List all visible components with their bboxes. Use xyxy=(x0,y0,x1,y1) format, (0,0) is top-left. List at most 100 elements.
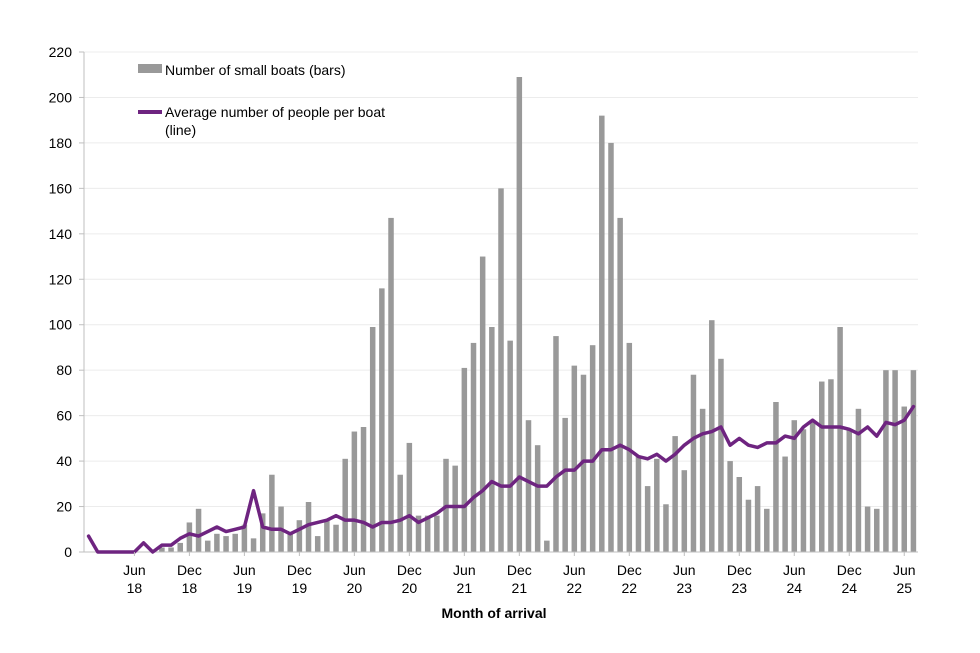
y-tick-label: 220 xyxy=(49,44,73,60)
bar-small-boats xyxy=(516,77,523,552)
bar-small-boats xyxy=(809,420,816,552)
x-tick-label-month: Jun xyxy=(893,562,916,578)
bar-small-boats xyxy=(305,502,312,552)
x-tick-label-month: Jun xyxy=(673,562,696,578)
bar-small-boats xyxy=(791,420,798,552)
x-tick-label-month: Dec xyxy=(397,562,422,578)
x-tick-label-month: Dec xyxy=(617,562,642,578)
bar-small-boats xyxy=(406,442,413,552)
x-tick-label-year: 24 xyxy=(841,580,857,596)
bar-small-boats xyxy=(644,486,651,552)
x-tick-label-year: 22 xyxy=(567,580,583,596)
bar-small-boats xyxy=(333,524,339,552)
bar-small-boats xyxy=(773,402,779,552)
x-tick-label-month: Dec xyxy=(837,562,862,578)
bar-small-boats xyxy=(681,470,688,552)
bar-small-boats xyxy=(654,458,660,552)
bar-small-boats xyxy=(360,427,367,552)
legend: Number of small boats (bars) Average num… xyxy=(138,62,385,138)
y-tick-label: 0 xyxy=(64,544,72,560)
bar-small-boats xyxy=(269,474,275,552)
bar-small-boats xyxy=(571,365,578,552)
bar-small-boats xyxy=(800,429,807,552)
x-tick-label-month: Jun xyxy=(233,562,256,578)
bar-small-boats xyxy=(901,406,908,552)
bar-small-boats xyxy=(241,524,248,552)
bar-small-boats xyxy=(424,515,431,552)
bar-small-boats xyxy=(864,506,871,552)
x-tick-labels: Jun 18 Dec 18 Jun 19 Dec 19 Jun 20 Dec 20 Jun 21 Dec 21… xyxy=(123,552,916,596)
x-tick-label-year: 18 xyxy=(182,580,198,596)
bar-small-boats xyxy=(452,465,458,552)
y-tick-label: 200 xyxy=(49,89,73,105)
bar-small-boats xyxy=(434,515,440,552)
bar-small-boats xyxy=(324,520,330,552)
y-tick-labels: 0 20 40 60 80 100 120 140 160 180 200 220 xyxy=(49,44,73,560)
x-tick-label-year: 20 xyxy=(402,580,418,596)
line-people-per-boat xyxy=(86,404,916,554)
bar-small-boats xyxy=(351,431,358,552)
bar-small-boats xyxy=(479,256,486,552)
bar-small-boats xyxy=(589,345,596,552)
bar-small-boats xyxy=(709,320,715,552)
bar-small-boats xyxy=(314,536,321,552)
bar-small-boats xyxy=(388,217,394,552)
bar-small-boats xyxy=(415,515,422,552)
bar-small-boats xyxy=(250,538,257,552)
bar-small-boats xyxy=(186,522,193,552)
bar-small-boats xyxy=(397,474,403,552)
bar-small-boats xyxy=(498,188,504,552)
bar-small-boats xyxy=(764,508,770,552)
bar-small-boats xyxy=(727,461,733,552)
bar-small-boats xyxy=(177,542,183,552)
y-tick-label: 40 xyxy=(56,453,72,469)
y-tick-label: 120 xyxy=(49,271,73,287)
y-tick-label: 60 xyxy=(56,408,72,424)
bar-small-boats xyxy=(690,374,697,552)
x-tick-label-year: 19 xyxy=(237,580,253,596)
legend-bars-label: Number of small boats (bars) xyxy=(165,62,346,78)
bar-small-boats xyxy=(599,115,605,553)
bar-small-boats xyxy=(718,358,724,552)
axes xyxy=(83,52,918,553)
x-tick-label-month: Dec xyxy=(287,562,312,578)
x-axis-title: Month of arrival xyxy=(441,605,546,621)
bar-small-boats xyxy=(883,370,889,552)
x-tick-label-year: 24 xyxy=(786,580,802,596)
y-tick-label: 180 xyxy=(49,135,73,151)
bar-small-boats xyxy=(544,540,550,552)
bar-small-boats xyxy=(296,520,303,552)
y-tick-label: 160 xyxy=(49,180,73,196)
y-tick-label: 140 xyxy=(49,226,73,242)
bar-small-boats xyxy=(553,336,559,552)
bar-small-boats xyxy=(819,381,825,552)
y-tick-label: 20 xyxy=(56,499,72,515)
bar-series-small-boats xyxy=(149,77,917,553)
x-tick-label-month: Jun xyxy=(343,562,366,578)
x-tick-label-year: 21 xyxy=(512,580,528,596)
bar-small-boats xyxy=(534,445,541,552)
bar-small-boats xyxy=(837,327,843,552)
bar-small-boats xyxy=(259,513,266,552)
x-tick-label-month: Jun xyxy=(123,562,146,578)
bar-small-boats xyxy=(369,327,376,552)
y-tick-label: 80 xyxy=(56,362,72,378)
bar-small-boats xyxy=(617,217,623,552)
bar-small-boats xyxy=(846,429,853,552)
bar-small-boats xyxy=(892,370,898,552)
bar-small-boats xyxy=(663,504,669,552)
y-tick-label: 100 xyxy=(49,317,73,333)
bar-small-boats xyxy=(672,436,678,552)
bar-small-boats xyxy=(855,408,862,552)
bar-small-boats xyxy=(168,547,174,552)
bar-small-boats xyxy=(223,536,229,552)
bar-small-boats xyxy=(828,379,834,552)
x-tick-label-year: 19 xyxy=(292,580,308,596)
x-tick-label-month: Dec xyxy=(177,562,202,578)
x-tick-label-year: 21 xyxy=(457,580,473,596)
bar-small-boats xyxy=(782,456,788,552)
legend-line-label: Average number of people per boat xyxy=(165,104,385,120)
bar-small-boats xyxy=(736,477,743,552)
